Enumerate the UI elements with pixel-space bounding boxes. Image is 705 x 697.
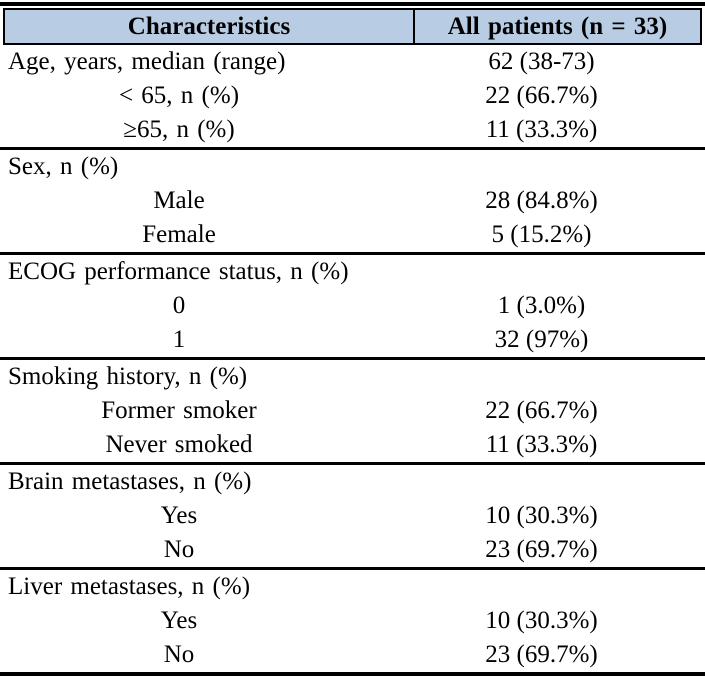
row-label: Liver metastases, n (%)	[8, 573, 251, 600]
row-label: Never smoked	[105, 431, 253, 458]
row-label: Age, years, median (range)	[8, 48, 286, 75]
section-divider	[0, 357, 705, 360]
row-value: 11 (33.3%)	[485, 116, 598, 143]
table-row: Sex, n (%)	[0, 150, 705, 184]
header-cell-all-patients: All patients (n = 33)	[447, 13, 668, 40]
row-value: 11 (33.3%)	[485, 431, 598, 458]
table-row: ECOG performance status, n (%)	[0, 255, 705, 289]
row-label: No	[163, 641, 195, 668]
table-row: Smoking history, n (%)	[0, 360, 705, 394]
table-top-border	[0, 2, 705, 6]
table-row: Yes 10 (30.3%)	[0, 499, 705, 533]
row-label: Sex, n (%)	[8, 153, 119, 180]
table-row: Female 5 (15.2%)	[0, 218, 705, 252]
row-value: 23 (69.7%)	[485, 536, 598, 563]
table-header-row: Characteristics All patients (n = 33)	[3, 8, 702, 45]
table-row: No 23 (69.7%)	[0, 533, 705, 567]
table-row: Never smoked 11 (33.3%)	[0, 428, 705, 462]
row-value: 10 (30.3%)	[485, 502, 598, 529]
row-label: 0	[172, 292, 186, 319]
table-bottom-border	[0, 672, 705, 676]
row-value: 32 (97%)	[494, 326, 589, 353]
row-label: Yes	[160, 607, 198, 634]
row-value: 22 (66.7%)	[485, 82, 598, 109]
row-label: Smoking history, n (%)	[8, 363, 248, 390]
table-row: < 65, n (%) 22 (66.7%)	[0, 79, 705, 113]
row-label: < 65, n (%)	[118, 82, 240, 109]
row-value: 1 (3.0%)	[497, 292, 586, 319]
row-label: Female	[142, 221, 216, 248]
row-value: 28 (84.8%)	[485, 187, 598, 214]
row-label: Yes	[160, 502, 198, 529]
row-value: 5 (15.2%)	[491, 221, 592, 248]
row-label: 1	[172, 326, 186, 353]
row-label: Male	[153, 187, 205, 214]
row-value: 62 (38-73)	[488, 48, 595, 75]
row-label: Former smoker	[101, 397, 257, 424]
row-label: No	[163, 536, 195, 563]
table-row: No 23 (69.7%)	[0, 638, 705, 672]
section-divider	[0, 462, 705, 465]
section-divider	[0, 567, 705, 570]
table-row: 1 32 (97%)	[0, 323, 705, 357]
section-divider	[0, 252, 705, 255]
row-label: ECOG performance status, n (%)	[8, 258, 349, 285]
table-row: Age, years, median (range) 62 (38-73)	[0, 45, 705, 79]
header-cell-characteristics: Characteristics	[5, 10, 415, 43]
row-value: 22 (66.7%)	[485, 397, 598, 424]
row-value: 23 (69.7%)	[485, 641, 598, 668]
table-row: Former smoker 22 (66.7%)	[0, 394, 705, 428]
table-row: Male 28 (84.8%)	[0, 184, 705, 218]
table-body: Age, years, median (range) 62 (38-73) < …	[0, 45, 705, 672]
section-divider	[0, 147, 705, 150]
table-row: Yes 10 (30.3%)	[0, 604, 705, 638]
table-row: Liver metastases, n (%)	[0, 570, 705, 604]
row-label: ≥65, n (%)	[123, 116, 235, 143]
row-label: Brain metastases, n (%)	[8, 468, 252, 495]
table-row: Brain metastases, n (%)	[0, 465, 705, 499]
table-row: 0 1 (3.0%)	[0, 289, 705, 323]
row-value: 10 (30.3%)	[485, 607, 598, 634]
table-row: ≥65, n (%) 11 (33.3%)	[0, 113, 705, 147]
